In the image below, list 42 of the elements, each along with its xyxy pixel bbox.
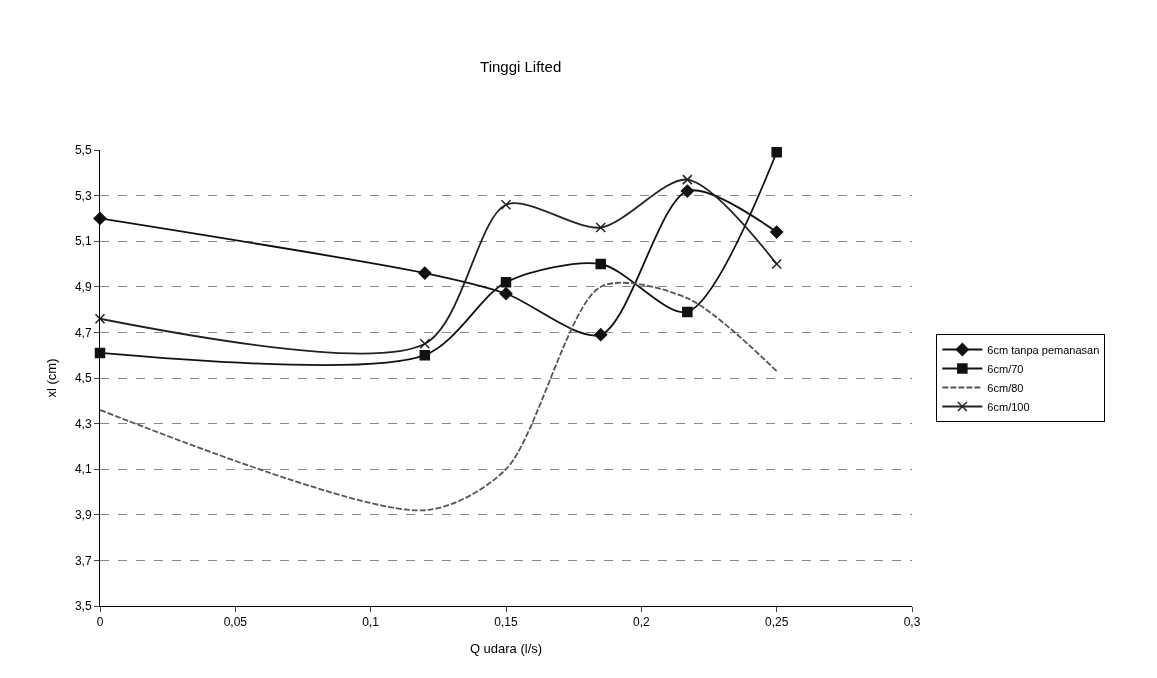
legend-label: 6cm/100 <box>987 400 1030 413</box>
x-tick-label: 0,1 <box>362 615 380 630</box>
x-tick-label: 0,25 <box>764 615 789 630</box>
point <box>499 287 513 301</box>
y-axis-title: xl (cm) <box>43 358 59 398</box>
point <box>500 276 512 288</box>
y-tick-label: 4,7 <box>74 325 92 340</box>
point <box>594 328 608 342</box>
x-tick-label: 0,3 <box>903 615 921 630</box>
point <box>595 222 606 233</box>
y-tick-label: 4,9 <box>74 280 92 294</box>
y-tick-label: 5,1 <box>74 234 92 249</box>
point <box>419 349 431 361</box>
x-tick-label: 0 <box>96 615 104 630</box>
chart-title: Tinggi Lifted <box>480 57 562 75</box>
point <box>595 258 606 270</box>
legend-label: 6cm/70 <box>987 362 1024 375</box>
legend-label: 6cm/80 <box>987 381 1024 394</box>
legend-label: 6cm tanpa pemanasan <box>987 343 1100 356</box>
y-tick-label: 4,5 <box>74 371 92 386</box>
point <box>771 258 782 270</box>
point <box>682 306 693 318</box>
x-tick-label: 0,05 <box>223 615 248 630</box>
y-tick-label: 4,3 <box>74 416 92 431</box>
y-tick-label: 5,5 <box>74 143 92 158</box>
x-tick-label: 0,15 <box>494 615 518 630</box>
point <box>771 147 782 158</box>
point <box>770 225 784 239</box>
y-tick-label: 4,1 <box>74 462 92 477</box>
y-tick-label: 3,5 <box>74 599 92 614</box>
point <box>418 266 432 280</box>
point <box>94 313 106 324</box>
point <box>682 174 693 185</box>
point <box>93 211 107 225</box>
y-tick-label: 3,7 <box>74 553 92 568</box>
x-tick-label: 0,2 <box>632 615 650 630</box>
y-tick-label: 5,3 <box>74 188 92 203</box>
point <box>419 338 431 350</box>
point <box>680 184 694 198</box>
y-tick-label: 3,9 <box>74 508 92 522</box>
point <box>500 199 512 210</box>
x-axis-title: Q udara (l/s) <box>469 641 543 656</box>
